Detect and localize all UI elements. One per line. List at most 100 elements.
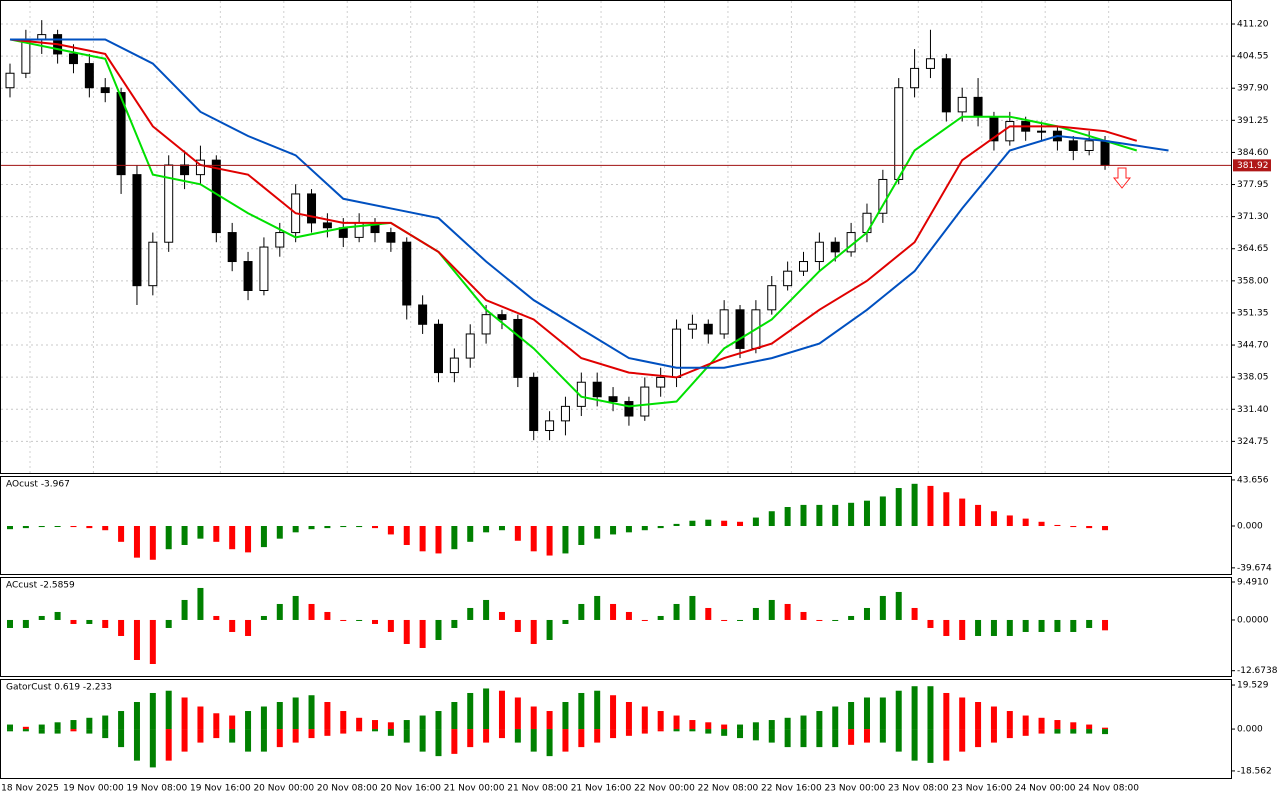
candle-body [227, 232, 237, 263]
histogram-bar [70, 619, 77, 624]
y-tick-label: -12.6738 [1237, 666, 1278, 676]
histogram-bar [911, 729, 918, 761]
histogram-bar [451, 729, 458, 754]
histogram-bar [784, 507, 791, 527]
histogram-bar [673, 715, 680, 730]
x-tick-label: 19 Nov 16:00 [190, 784, 251, 794]
histogram-bar [816, 619, 823, 621]
histogram-bar [784, 729, 791, 748]
histogram-bar [133, 729, 140, 761]
y-tick-label: 0.000 [1237, 522, 1263, 532]
histogram-bar [435, 711, 442, 730]
candle-body [814, 241, 824, 263]
histogram-bar [1054, 729, 1061, 734]
histogram-bar [419, 526, 426, 552]
candle-body [529, 376, 539, 432]
candle-body [640, 386, 650, 417]
histogram-bar [768, 511, 775, 527]
histogram-bar [641, 729, 648, 734]
y-tick-label: 377.95 [1237, 180, 1269, 190]
histogram-bar [1022, 518, 1029, 527]
x-tick-label: 19 Nov 08:00 [127, 784, 188, 794]
histogram-bar [467, 607, 474, 620]
histogram-bar [784, 717, 791, 730]
y-tick-label: 9.4910 [1237, 577, 1269, 587]
histogram-bar [943, 729, 950, 761]
candle-body [1084, 140, 1094, 151]
candle-body [68, 53, 78, 65]
histogram-bar [752, 517, 759, 527]
histogram-bar [54, 526, 61, 528]
histogram-bar [308, 695, 315, 730]
histogram-bar [498, 729, 505, 739]
y-tick-label: 404.55 [1237, 52, 1269, 62]
histogram-bar [149, 692, 156, 730]
y-tick-label: -39.674 [1237, 563, 1272, 573]
candle-body [386, 232, 396, 243]
histogram-bar [356, 619, 363, 621]
histogram-bar [1022, 619, 1029, 632]
histogram-bar [959, 498, 966, 527]
histogram-bar [895, 690, 902, 730]
y-tick-label: 397.90 [1237, 84, 1269, 94]
histogram-bar [705, 722, 712, 730]
candle-body [180, 164, 190, 176]
histogram-bar [1054, 619, 1061, 632]
histogram-bar [610, 603, 617, 620]
histogram-bar [927, 485, 934, 527]
histogram-bar [975, 702, 982, 730]
histogram-bar [816, 504, 823, 527]
candle-body [21, 38, 31, 74]
candle-body [608, 396, 618, 403]
histogram-bar [38, 615, 45, 620]
histogram-bar [673, 603, 680, 620]
histogram-bar [340, 711, 347, 730]
histogram-bar [610, 695, 617, 730]
candle-body [259, 246, 269, 292]
histogram-bar [959, 729, 966, 752]
histogram-bar [324, 526, 331, 529]
histogram-bar [483, 599, 490, 620]
candle-body [481, 314, 491, 335]
histogram-bar [975, 729, 982, 748]
histogram-bar [70, 729, 77, 732]
histogram-bar [737, 724, 744, 730]
histogram-bar [689, 520, 696, 527]
histogram-bar [340, 729, 347, 734]
y-tick-label: 19.529 [1237, 681, 1269, 691]
histogram-bar [927, 686, 934, 730]
histogram-bar [372, 526, 379, 529]
histogram-bar [1022, 729, 1029, 736]
histogram-bar [816, 729, 823, 748]
histogram-bar [149, 526, 156, 560]
candle-body [116, 92, 126, 176]
histogram-bar [1054, 524, 1061, 527]
histogram-bar [387, 619, 394, 632]
y-tick-label: 351.35 [1237, 308, 1269, 318]
histogram-bar [213, 615, 220, 620]
x-tick-label: 22 Nov 00:00 [634, 784, 695, 794]
histogram-bar [990, 729, 997, 743]
histogram-bar [848, 615, 855, 620]
histogram-bar [181, 526, 188, 545]
histogram-bar [165, 729, 172, 761]
histogram-bar [213, 729, 220, 739]
histogram-bar [451, 526, 458, 550]
histogram-bar [689, 720, 696, 730]
histogram-bar [657, 526, 664, 529]
candle-body [624, 401, 634, 417]
histogram-bar [229, 619, 236, 632]
y-tick-label: -18.562 [1237, 766, 1272, 776]
candle-body [307, 193, 317, 224]
histogram-bar [737, 729, 744, 739]
histogram-bar [514, 697, 521, 730]
histogram-bar [54, 611, 61, 620]
histogram-bar [467, 729, 474, 748]
candle-body [973, 96, 983, 118]
y-tick-label: 384.60 [1237, 148, 1269, 158]
histogram-bar [1054, 720, 1061, 730]
histogram-bar [689, 595, 696, 620]
candle-body [132, 174, 142, 287]
histogram-bar [546, 729, 553, 757]
histogram-bar [292, 697, 299, 730]
